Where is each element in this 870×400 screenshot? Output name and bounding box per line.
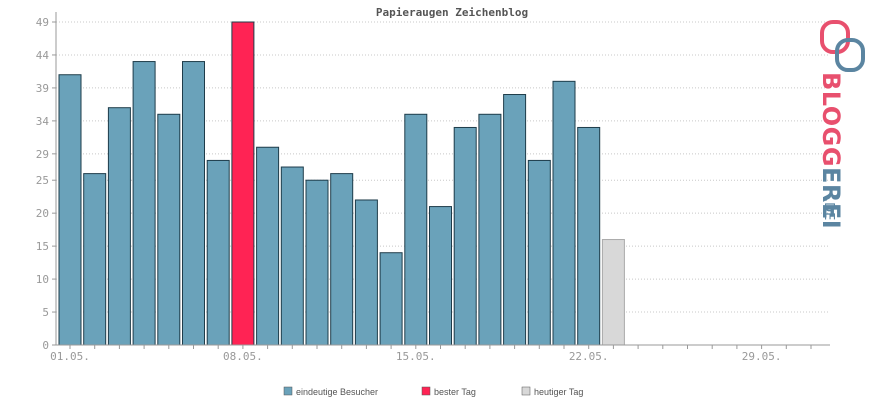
legend-label-best-day: bester Tag: [434, 387, 476, 397]
y-tick-label: 5: [42, 306, 49, 319]
bar-normal: [379, 252, 403, 346]
bar-normal: [577, 126, 601, 346]
bars: [58, 21, 625, 346]
y-tick-label: 39: [36, 82, 49, 95]
y-tick-label: 0: [42, 339, 49, 352]
logo-text: BLOGGEREI: [817, 72, 845, 229]
bar-normal: [429, 206, 452, 346]
legend-swatch-best-day: [421, 386, 431, 396]
x-tick-label: 01.05.: [50, 350, 90, 363]
y-tick-label: 10: [36, 273, 49, 286]
bar-normal: [478, 113, 502, 346]
x-tick-label: 22.05.: [569, 350, 609, 363]
legend-label-today: heutiger Tag: [534, 387, 583, 397]
y-tick-label: 20: [36, 207, 49, 220]
legend: eindeutige Besucher bester Tag heutiger …: [283, 386, 583, 397]
x-axis-labels: 01.05. 08.05. 15.05. 22.05. 29.05.: [50, 350, 781, 363]
legend-label-visitors: eindeutige Besucher: [296, 387, 378, 397]
y-tick-label: 29: [36, 148, 49, 161]
bar-normal: [58, 74, 82, 346]
bar-normal: [83, 173, 107, 346]
x-tick-label: 15.05.: [396, 350, 436, 363]
bar-today: [601, 239, 625, 346]
bar-normal: [503, 94, 527, 346]
logo-text-blue-part: EREI: [817, 167, 845, 229]
bar-normal: [107, 107, 131, 346]
y-tick-label: 25: [36, 174, 49, 187]
bar-normal: [330, 173, 354, 346]
y-tick-label: 34: [36, 115, 50, 128]
logo-text-red-part: BLOGG: [817, 72, 845, 167]
bar-normal: [527, 159, 551, 346]
bar-normal: [404, 113, 428, 346]
bar-normal: [305, 179, 329, 346]
bar-normal: [354, 199, 378, 346]
bar-normal: [132, 61, 156, 346]
bar-normal: [256, 146, 280, 346]
y-tick-label: 49: [36, 16, 49, 29]
bloggerei-logo: BLOGGEREI .DE: [817, 20, 865, 229]
bar-normal: [453, 126, 477, 346]
bar-normal: [157, 113, 181, 346]
y-tick-label: 44: [36, 49, 50, 62]
bar-normal: [280, 166, 304, 346]
chart-title: Papieraugen Zeichenblog: [376, 6, 528, 19]
x-tick-label: 29.05.: [742, 350, 782, 363]
bar-normal: [182, 61, 205, 346]
bar-best: [231, 21, 255, 346]
y-tick-label: 15: [36, 240, 49, 253]
x-tick-label: 08.05.: [223, 350, 263, 363]
y-axis-labels: 0 5 10 15 20 25 29 34 39 44 49: [36, 16, 50, 352]
legend-swatch-today: [521, 386, 531, 396]
legend-swatch-visitors: [283, 386, 293, 396]
bloggerei-speech-bubbles-icon: [820, 20, 865, 72]
bar-normal: [552, 80, 576, 346]
axes: [55, 12, 830, 349]
bar-normal: [206, 159, 230, 346]
logo-suffix: .DE: [821, 198, 836, 220]
